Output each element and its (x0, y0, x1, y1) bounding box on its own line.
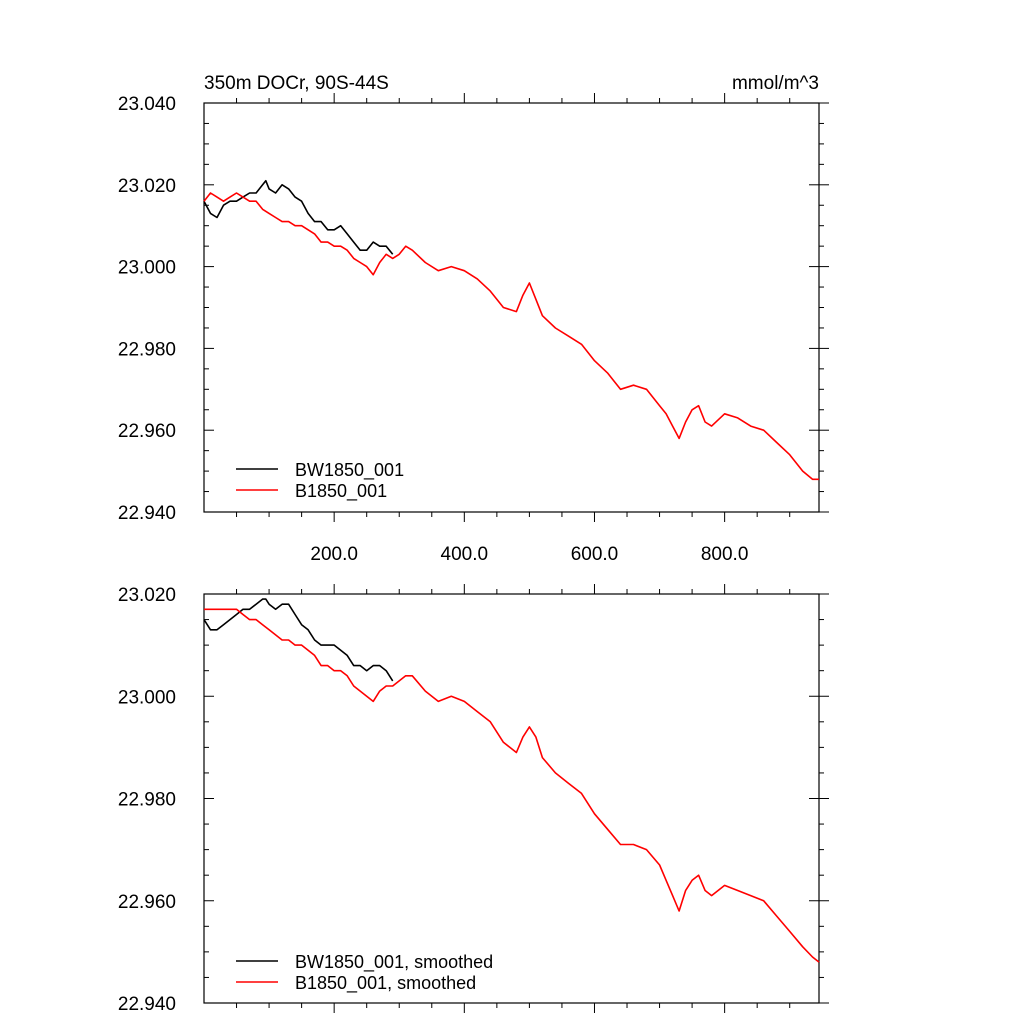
top-title-left: 350m DOCr, 90S-44S (204, 73, 389, 94)
top-plot-frame (203, 102, 820, 513)
top-x-tick-label: 200.0 (310, 544, 358, 565)
bottom-y-ticks: 22.940 22.960 22.980 23.000 23.020 (118, 585, 829, 1015)
top-x-ticks: 200.0 400.0 600.0 800.0 (236, 93, 791, 565)
top-x-tick-label: 400.0 (441, 544, 489, 565)
bottom-y-tick-label: 22.960 (118, 892, 176, 913)
bottom-legend: BW1850_001, smoothed B1850_001, smoothed (236, 952, 493, 994)
top-y-tick-label: 23.040 (118, 94, 176, 115)
top-x-tick-label: 800.0 (701, 544, 749, 565)
top-legend: BW1850_001 B1850_001 (236, 460, 404, 502)
bottom-y-tick-label: 23.020 (118, 585, 176, 606)
top-y-ticks: 22.940 22.960 22.980 23.000 23.020 23.040 (118, 94, 829, 524)
bottom-panel: 22.940 22.960 22.980 23.000 23.020 BW1850_00… (118, 584, 829, 1015)
bottom-x-ticks (236, 584, 791, 1013)
top-y-tick-label: 23.000 (118, 258, 176, 279)
top-title-right: mmol/m^3 (732, 73, 819, 94)
bottom-legend-label-bw1850: BW1850_001, smoothed (295, 952, 493, 973)
top-series-line-0 (203, 179, 394, 255)
top-x-tick-label: 600.0 (571, 544, 619, 565)
top-y-tick-label: 22.980 (118, 339, 176, 360)
top-series-line-1 (203, 192, 819, 481)
bottom-series-line-0 (203, 598, 394, 682)
bottom-plot-frame (203, 593, 820, 1004)
top-y-tick-label: 23.020 (118, 176, 176, 197)
bottom-y-tick-label: 22.940 (118, 994, 176, 1015)
top-panel: 350m DOCr, 90S-44S mmol/m^3 22.940 22.960… (118, 73, 829, 565)
bottom-y-tick-label: 23.000 (118, 687, 176, 708)
top-series-group (203, 179, 819, 481)
bottom-series-line-1 (204, 608, 820, 963)
top-y-tick-label: 22.960 (118, 421, 176, 442)
top-legend-label-b1850: B1850_001 (295, 481, 387, 502)
bottom-y-tick-label: 22.980 (118, 790, 176, 811)
top-legend-label-bw1850: BW1850_001 (295, 460, 404, 481)
bottom-series-group (203, 598, 820, 963)
top-y-tick-label: 22.940 (118, 503, 176, 524)
bottom-legend-label-b1850: B1850_001, smoothed (295, 973, 476, 994)
